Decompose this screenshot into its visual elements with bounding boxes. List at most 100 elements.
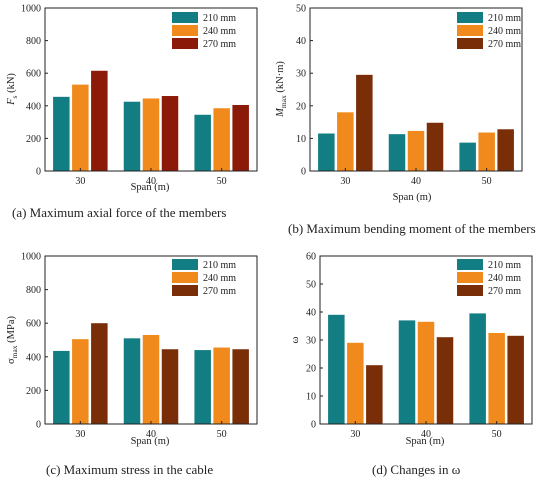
y-tick-label: 400 [26,101,41,112]
bar-240mm-span-40 [407,130,425,171]
legend-swatch [457,25,483,36]
x-axis-label: Span (m) [393,192,432,203]
legend-entry: 210 mm [203,13,236,24]
y-tick-label: 1000 [21,4,41,15]
bar-270mm-span-40 [161,349,179,424]
bar-210mm-span-50 [469,313,486,424]
chart-panel-3: 0 200 400 600 800 1000 30 40 50 Span (m) σmax (MPa… [6,252,258,477]
bar-240mm-span-40 [142,98,160,171]
legend-swatch [172,38,198,49]
legend-entry: 270 mm [488,286,521,297]
bar-210mm-span-30 [53,350,70,424]
bar-240mm-span-50 [478,132,495,171]
x-tick-label: 30 [340,176,350,187]
figure-caption: (b) Maximum bending moment of the member… [288,221,536,236]
y-tick-label: 0 [301,167,306,178]
bar-270mm-span-30 [366,365,383,424]
legend-entry: 240 mm [488,273,521,284]
y-tick-label: 0 [311,420,316,431]
y-axis-label: ω [290,336,301,343]
x-tick-label: 30 [75,429,85,440]
figure-caption: (c) Maximum stress in the cable [46,462,213,477]
x-tick-label: 50 [482,176,492,187]
y-tick-label: 30 [306,336,316,347]
figure-caption: (a) Maximum axial force of the members [12,205,226,220]
x-tick-label: 30 [350,429,360,440]
y-tick-label: 20 [306,364,316,375]
y-tick-label: 40 [296,36,306,47]
legend-entry: 240 mm [488,26,521,37]
figure-caption: (d) Changes in ω [372,462,461,477]
bar-240mm-span-50 [213,108,230,171]
y-tick-label: 800 [26,36,41,47]
legend: 210 mm 240 mm 270 mm [172,12,236,50]
y-tick-label: 50 [306,280,316,291]
legend-swatch [172,272,198,283]
legend-swatch [172,25,198,36]
bar-270mm-span-50 [497,129,514,171]
bar-240mm-span-50 [488,333,505,424]
legend-entry: 240 mm [203,26,236,37]
legend-entry: 270 mm [203,39,236,50]
x-tick-label: 40 [146,429,156,440]
y-tick-label: 400 [26,352,41,363]
y-tick-label: 50 [296,4,306,15]
legend-entry: 240 mm [203,273,236,284]
legend-entry: 210 mm [203,260,236,271]
x-tick-label: 40 [411,176,421,187]
bar-270mm-span-50 [232,349,249,424]
bar-270mm-span-40 [426,122,444,171]
x-tick-label: 40 [421,429,431,440]
x-axis-label: Span (m) [131,182,170,193]
y-tick-label: 200 [26,134,41,145]
bar-210mm-span-50 [194,114,211,171]
bar-210mm-span-50 [459,142,476,171]
x-tick-label: 50 [217,176,227,187]
legend-swatch [457,285,483,296]
x-tick-label: 50 [492,429,502,440]
legend-swatch [457,38,483,49]
y-tick-label: 0 [36,167,41,178]
legend-entry: 270 mm [203,286,236,297]
bar-210mm-span-40 [123,101,141,171]
bar-210mm-span-40 [123,338,141,424]
bar-240mm-span-30 [347,342,364,424]
y-tick-label: 800 [26,285,41,296]
bar-270mm-span-50 [507,335,524,424]
legend-swatch [457,12,483,23]
x-tick-label: 50 [217,429,227,440]
y-tick-label: 10 [296,134,306,145]
legend-swatch [172,285,198,296]
bar-210mm-span-30 [318,133,335,171]
y-tick-label: 600 [26,319,41,330]
x-axis-label: Span (m) [131,436,170,447]
bar-210mm-span-40 [398,320,416,424]
y-tick-label: 200 [26,386,41,397]
bar-240mm-span-40 [142,334,160,424]
y-axis-label: σmax (MPa) [6,315,19,364]
y-tick-label: 10 [306,392,316,403]
legend-swatch [172,12,198,23]
y-tick-label: 40 [306,308,316,319]
bar-270mm-span-30 [356,74,373,171]
y-tick-label: 600 [26,69,41,80]
bar-240mm-span-30 [72,84,89,171]
y-tick-label: 60 [306,252,316,263]
bar-210mm-span-40 [388,134,406,171]
bar-270mm-span-50 [232,104,249,171]
legend-swatch [457,259,483,270]
x-axis-label: Span (m) [406,436,445,447]
y-tick-label: 20 [296,101,306,112]
chart-panel-4: 0 10 20 30 40 50 60 30 40 50 Span (m) ω 210 mm 240 mm… [290,252,533,477]
legend-entry: 210 mm [488,13,521,24]
y-tick-label: 0 [36,420,41,431]
legend-entry: 210 mm [488,260,521,271]
bar-240mm-span-40 [417,321,435,424]
bar-240mm-span-30 [72,339,89,424]
bar-210mm-span-30 [53,96,70,171]
bar-270mm-span-40 [161,96,179,171]
legend: 210 mm 240 mm 270 mm [457,259,521,297]
chart-panel-2: 0 10 20 30 40 50 30 40 50 Span (m) Mmax (kN·m) 210 … [275,4,536,237]
y-axis-label: Fs (kN) [6,73,19,106]
legend: 210 mm 240 mm 270 mm [172,259,236,297]
